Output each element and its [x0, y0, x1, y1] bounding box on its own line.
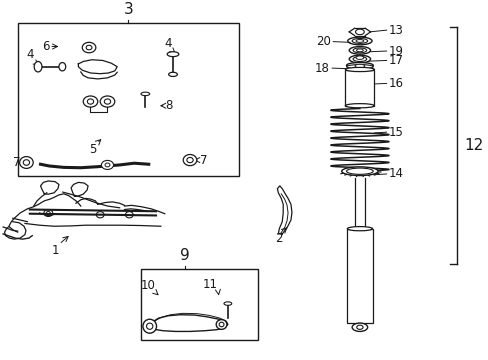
Text: 8: 8: [165, 99, 173, 112]
Ellipse shape: [86, 45, 92, 50]
Bar: [345, 69, 374, 106]
Text: 12: 12: [463, 138, 483, 153]
Ellipse shape: [100, 96, 115, 107]
Text: 17: 17: [388, 54, 403, 67]
Ellipse shape: [44, 210, 53, 216]
Text: 16: 16: [388, 77, 403, 90]
Text: 10: 10: [140, 279, 155, 292]
Ellipse shape: [83, 96, 98, 107]
Text: 1: 1: [51, 244, 59, 257]
Text: 14: 14: [388, 167, 403, 180]
Ellipse shape: [351, 323, 367, 332]
Ellipse shape: [146, 323, 153, 329]
Ellipse shape: [347, 37, 371, 45]
Ellipse shape: [354, 64, 364, 68]
Bar: [346, 229, 372, 323]
Ellipse shape: [23, 160, 29, 165]
Ellipse shape: [59, 63, 65, 71]
Ellipse shape: [346, 63, 372, 68]
Text: 19: 19: [388, 45, 403, 58]
Text: 15: 15: [388, 126, 403, 139]
Text: 2: 2: [274, 232, 282, 245]
Ellipse shape: [125, 212, 133, 218]
Text: 5: 5: [89, 143, 97, 156]
Ellipse shape: [168, 72, 177, 76]
Ellipse shape: [351, 39, 367, 43]
Ellipse shape: [356, 325, 362, 329]
Ellipse shape: [352, 48, 366, 53]
Ellipse shape: [356, 49, 363, 52]
Ellipse shape: [20, 157, 33, 168]
Text: 7: 7: [13, 156, 20, 169]
Ellipse shape: [101, 161, 113, 170]
Ellipse shape: [341, 167, 377, 176]
Ellipse shape: [167, 52, 179, 57]
Ellipse shape: [355, 40, 363, 42]
Ellipse shape: [355, 56, 363, 59]
Bar: [18, 23, 238, 176]
Ellipse shape: [87, 99, 94, 104]
Ellipse shape: [142, 319, 156, 333]
Ellipse shape: [219, 322, 224, 327]
Ellipse shape: [141, 92, 149, 96]
Ellipse shape: [216, 320, 226, 329]
Ellipse shape: [346, 168, 372, 174]
Text: 20: 20: [315, 35, 330, 48]
Text: 4: 4: [26, 49, 34, 62]
Text: 3: 3: [123, 2, 133, 17]
Bar: [141, 269, 258, 340]
Ellipse shape: [183, 154, 196, 166]
Ellipse shape: [346, 226, 372, 231]
Text: 11: 11: [203, 278, 218, 291]
Ellipse shape: [104, 99, 110, 104]
Ellipse shape: [346, 65, 372, 69]
Ellipse shape: [82, 42, 96, 53]
Ellipse shape: [348, 55, 370, 63]
Text: 6: 6: [41, 40, 49, 53]
Ellipse shape: [186, 157, 193, 163]
Ellipse shape: [224, 302, 231, 305]
Ellipse shape: [355, 29, 364, 35]
Ellipse shape: [348, 46, 370, 54]
Text: 9: 9: [180, 248, 190, 263]
Ellipse shape: [34, 62, 42, 72]
Ellipse shape: [46, 211, 50, 215]
Ellipse shape: [345, 104, 374, 108]
Ellipse shape: [345, 67, 374, 72]
Ellipse shape: [352, 57, 366, 62]
Ellipse shape: [105, 163, 110, 167]
Text: 18: 18: [314, 62, 329, 75]
Text: 4: 4: [164, 37, 171, 50]
Text: 7: 7: [199, 154, 207, 167]
Text: 13: 13: [388, 24, 403, 37]
Ellipse shape: [96, 212, 104, 218]
